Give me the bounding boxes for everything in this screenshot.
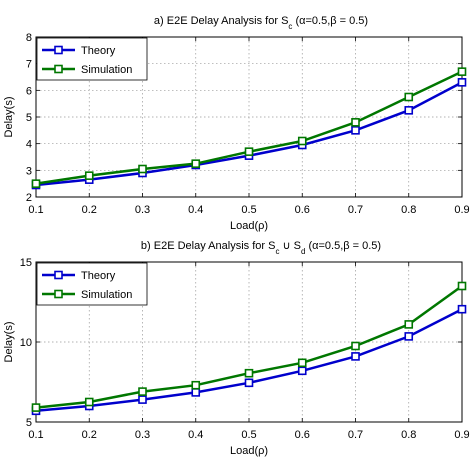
x-tick-label: 0.7 (348, 429, 363, 441)
y-tick-label: 5 (26, 417, 32, 429)
data-point-theory (404, 106, 414, 115)
data-point-theory (351, 126, 360, 135)
series-line-theory (35, 308, 463, 413)
legend-label-simulation: Simulation (81, 64, 132, 76)
x-tick-label: 0.3 (135, 429, 150, 441)
y-tick-label: 15 (20, 257, 32, 269)
chart-panel-2: 0.1 0.2 0.3 0.4 0.5 0.6 0.7 0.8 0.9 5 10 15 b) E2E D… (3, 240, 470, 457)
y-tick-label: 7 (26, 59, 32, 71)
data-point-theory (457, 304, 467, 314)
x-tick-label: 0.8 (401, 429, 416, 441)
legend-label-theory: Theory (81, 270, 116, 282)
legend-label-simulation: Simulation (81, 289, 132, 301)
x-tick-label: 0.6 (295, 204, 310, 216)
data-point-simulation (191, 159, 201, 168)
x-tick-label: 0.2 (82, 429, 97, 441)
data-point-simulation (31, 179, 41, 188)
chart-title-text: (α=0.5,β = 0.5) (292, 15, 368, 27)
legend-label-theory: Theory (81, 45, 116, 57)
data-point-theory (244, 378, 254, 388)
y-tick-label: 6 (26, 85, 32, 97)
data-point-simulation (351, 118, 360, 127)
data-point-simulation (297, 358, 307, 368)
x-tick-label: 0.4 (188, 204, 203, 216)
chart-title: a) E2E Delay Analysis for Sc (α=0.5,β = … (154, 15, 368, 31)
chart-title-subscript: c (275, 247, 279, 256)
x-tick-label: 0.4 (188, 429, 203, 441)
data-point-simulation (404, 92, 414, 102)
x-tick-label: 0.1 (28, 429, 43, 441)
data-point-simulation (84, 397, 94, 407)
x-tick-label: 0.2 (82, 204, 97, 216)
data-point-simulation (84, 171, 94, 180)
data-point-theory (191, 388, 201, 397)
y-axis-label: Delay(s) (3, 322, 15, 363)
x-tick-label: 0.5 (241, 429, 256, 441)
legend-marker-theory (54, 45, 63, 55)
y-tick-label: 10 (20, 337, 32, 349)
data-point-simulation (457, 281, 467, 291)
x-tick-label: 0.1 (28, 204, 43, 216)
x-tick-label: 0.5 (241, 204, 256, 216)
legend-marker-simulation (54, 289, 63, 299)
legend-marker-simulation (54, 64, 63, 74)
x-axis-label: Load(ρ) (230, 220, 268, 232)
chart-title-text: ∪ S (279, 240, 301, 252)
series-line-simulation (35, 70, 463, 185)
chart-panel-1: 0.1 0.2 0.3 0.4 0.5 0.6 0.7 0.8 0.9 2 3 4 5 6 7 8 a) E2E… (3, 15, 470, 232)
data-point-theory (404, 332, 414, 341)
chart-title-text: (α=0.5,β = 0.5) (305, 240, 381, 252)
chart-title-subscript: c (288, 22, 292, 31)
x-tick-label: 0.6 (295, 429, 310, 441)
x-axis-label: Load(ρ) (230, 445, 268, 457)
y-tick-label: 2 (26, 192, 32, 204)
data-point-simulation (351, 341, 360, 351)
data-point-theory (351, 352, 360, 361)
x-tick-label: 0.9 (454, 204, 469, 216)
data-point-simulation (244, 368, 254, 378)
y-axis-label: Delay(s) (3, 97, 15, 138)
data-point-simulation (457, 67, 467, 76)
y-tick-label: 8 (26, 32, 32, 44)
y-tick-label: 5 (26, 112, 32, 124)
chart-title-text: b) E2E Delay Analysis for S (141, 240, 276, 252)
data-point-simulation (404, 320, 414, 329)
x-tick-label: 0.7 (348, 204, 363, 216)
x-tick-label: 0.8 (401, 204, 416, 216)
data-point-theory (138, 395, 147, 404)
data-point-simulation (138, 387, 147, 396)
data-point-simulation (138, 164, 147, 174)
data-point-simulation (31, 403, 41, 412)
chart-title: b) E2E Delay Analysis for Sc ∪ Sd (α=0.5… (141, 240, 381, 256)
y-tick-label: 4 (26, 139, 32, 151)
chart-title-subscript: d (301, 247, 305, 256)
data-point-simulation (244, 147, 254, 156)
data-point-simulation (191, 380, 201, 390)
legend-marker-theory (54, 270, 63, 280)
chart-title-text: a) E2E Delay Analysis for S (154, 15, 289, 27)
x-tick-label: 0.3 (135, 204, 150, 216)
x-tick-label: 0.9 (454, 429, 469, 441)
data-point-simulation (297, 136, 307, 146)
y-tick-label: 3 (26, 165, 32, 177)
data-point-theory (297, 366, 307, 376)
data-point-theory (457, 78, 467, 87)
